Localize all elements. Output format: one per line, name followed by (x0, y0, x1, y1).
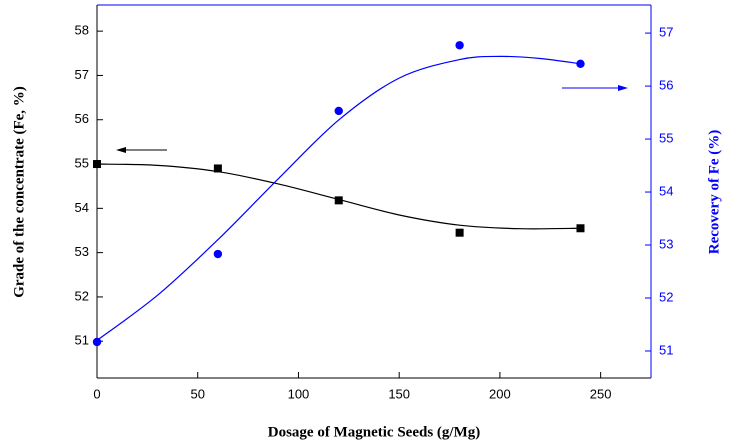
x-tick-label: 150 (388, 386, 410, 401)
y-tick-label: 54 (75, 200, 89, 215)
point (576, 59, 585, 69)
point (213, 249, 223, 259)
y2-tick-label: 52 (659, 289, 673, 304)
point (334, 106, 343, 116)
arrow-right (562, 85, 628, 91)
point (455, 41, 464, 50)
x-tick-label: 100 (288, 386, 310, 401)
x-tick-label: 200 (489, 386, 511, 401)
y2-tick-label: 51 (659, 342, 673, 357)
y-tick-label: 53 (75, 244, 89, 259)
x-tick-label: 0 (93, 386, 100, 401)
y-axis-label: Grade of the concentrate (Fe, %) (11, 86, 27, 298)
y-tick-label: 55 (75, 155, 89, 170)
y2-tick-label: 54 (659, 183, 673, 198)
x-axis-label: Dosage of Magnetic Seeds (g/Mg) (268, 424, 480, 440)
y2-tick-label: 56 (659, 78, 673, 93)
y-tick-label: 51 (75, 333, 89, 348)
y2-tick-label: 53 (659, 236, 673, 251)
point (576, 224, 585, 233)
point (92, 337, 102, 347)
y2-tick-label: 57 (659, 25, 673, 40)
y-tick-label: 56 (75, 111, 89, 126)
y-tick-label: 57 (75, 67, 89, 82)
y2-axis-label: Recovery of Fe (%) (706, 130, 722, 255)
y-tick-label: 52 (75, 288, 89, 303)
x-tick-label: 50 (190, 386, 204, 401)
x-tick-label: 250 (590, 386, 612, 401)
point (213, 164, 222, 173)
point (93, 160, 101, 169)
y-tick-label: 58 (75, 23, 89, 38)
fit-curve (96, 55, 581, 341)
y2-tick-label: 55 (659, 130, 673, 145)
arrow-left (116, 147, 167, 153)
point (455, 228, 464, 237)
point (334, 196, 343, 205)
